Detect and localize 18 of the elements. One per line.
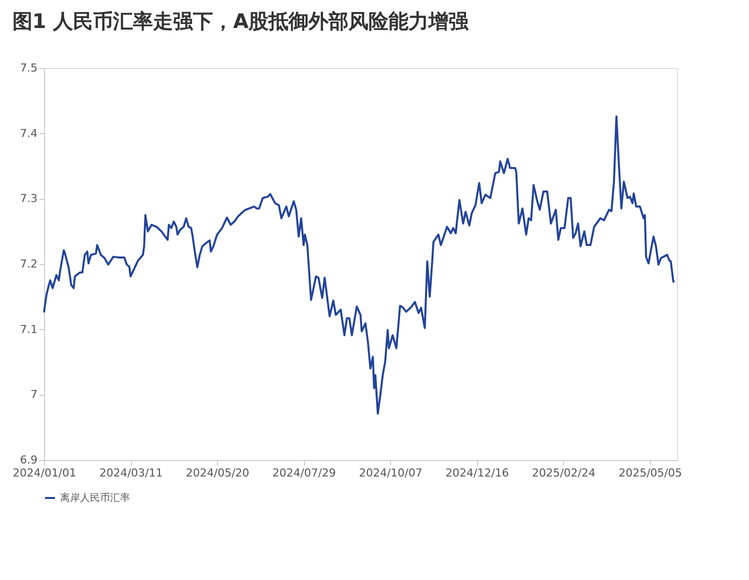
y-tick-label: 7.1 bbox=[20, 322, 38, 336]
x-tick-label: 2025/05/05 bbox=[618, 466, 682, 480]
y-tick-label: 7.2 bbox=[20, 258, 38, 270]
y-tick-label: 7.4 bbox=[20, 126, 38, 140]
x-tick-label: 2024/03/11 bbox=[99, 466, 163, 480]
x-tick-label: 2024/12/16 bbox=[446, 466, 509, 480]
x-tick-label: 2025/02/24 bbox=[532, 466, 596, 480]
x-tick-label: 2024/07/29 bbox=[272, 466, 336, 480]
y-tick-label: 7 bbox=[30, 388, 38, 402]
y-tick-label: 7.5 bbox=[20, 62, 38, 74]
chart-title: 图1 人民币汇率走强下，A股抵御外部风险能力增强 bbox=[12, 9, 470, 33]
y-tick-label: 7.3 bbox=[20, 192, 38, 206]
line-series bbox=[43, 115, 676, 415]
legend-label: 离岸人民币汇率 bbox=[60, 492, 130, 504]
x-tick-label: 2024/01/01 bbox=[12, 466, 76, 480]
y-tick-label: 6.9 bbox=[20, 454, 38, 466]
x-tick-label: 2024/10/07 bbox=[358, 466, 422, 480]
x-tick-label: 2024/05/20 bbox=[186, 466, 250, 480]
